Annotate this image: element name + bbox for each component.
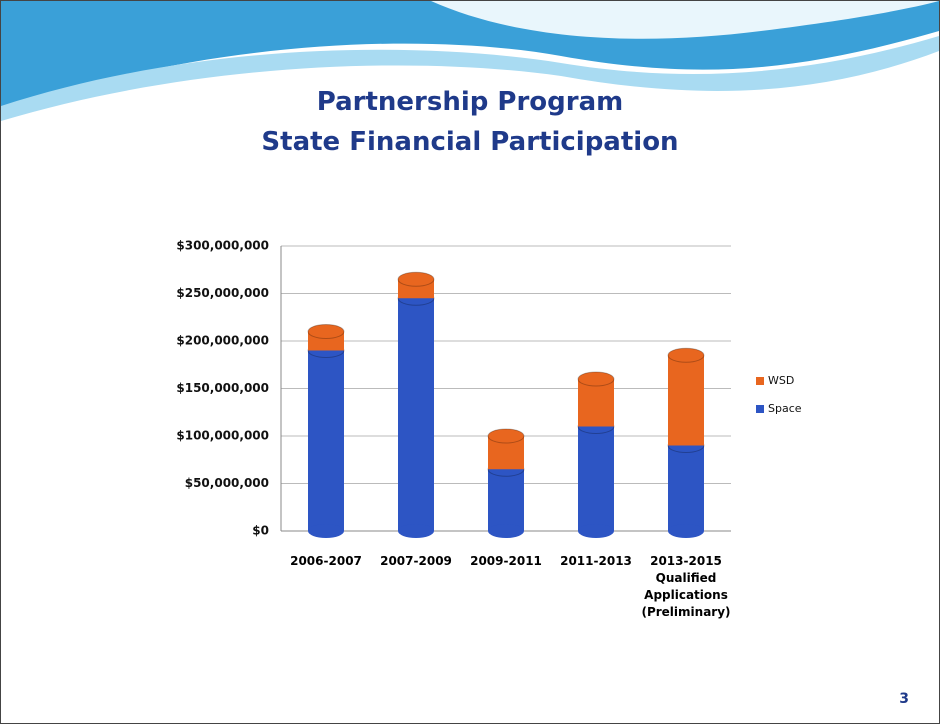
chart-subtitle: State Financial Participation bbox=[1, 127, 939, 157]
bar-segment bbox=[398, 298, 434, 531]
bar-cap bbox=[398, 272, 434, 286]
legend-swatch bbox=[756, 377, 764, 385]
legend-label: Space bbox=[768, 402, 802, 415]
bar-cap bbox=[488, 429, 524, 443]
bar-base bbox=[398, 524, 434, 538]
chart-title: Partnership Program bbox=[1, 87, 939, 117]
legend-swatch bbox=[756, 405, 764, 413]
bar-cap bbox=[308, 325, 344, 339]
y-tick-label: $50,000,000 bbox=[185, 476, 269, 490]
y-tick-label: $250,000,000 bbox=[176, 286, 269, 300]
y-tick-label: $200,000,000 bbox=[176, 334, 269, 348]
slide: $0 $50,000,000 $100,000,000 $150,000,000 $20… bbox=[0, 0, 940, 724]
bar-segment bbox=[668, 446, 704, 532]
bar-base bbox=[578, 524, 614, 538]
bar-base bbox=[488, 524, 524, 538]
y-tick-label: $150,000,000 bbox=[176, 381, 269, 395]
y-tick-label: $0 bbox=[252, 524, 269, 538]
bar-base bbox=[308, 524, 344, 538]
y-tick-label: $100,000,000 bbox=[176, 429, 269, 443]
bar-base bbox=[668, 524, 704, 538]
legend-label: WSD bbox=[768, 374, 794, 387]
bar-segment bbox=[308, 351, 344, 532]
slide-number: 3 bbox=[899, 691, 909, 707]
bar-segment bbox=[578, 427, 614, 532]
bar-cap bbox=[668, 348, 704, 362]
x-tick-label: 2013-2015 Qualified Applications (Prelim… bbox=[626, 553, 746, 621]
bar-cap bbox=[578, 372, 614, 386]
bar-segment bbox=[488, 469, 524, 531]
y-tick-label: $300,000,000 bbox=[176, 239, 269, 253]
bar-segment bbox=[668, 355, 704, 445]
